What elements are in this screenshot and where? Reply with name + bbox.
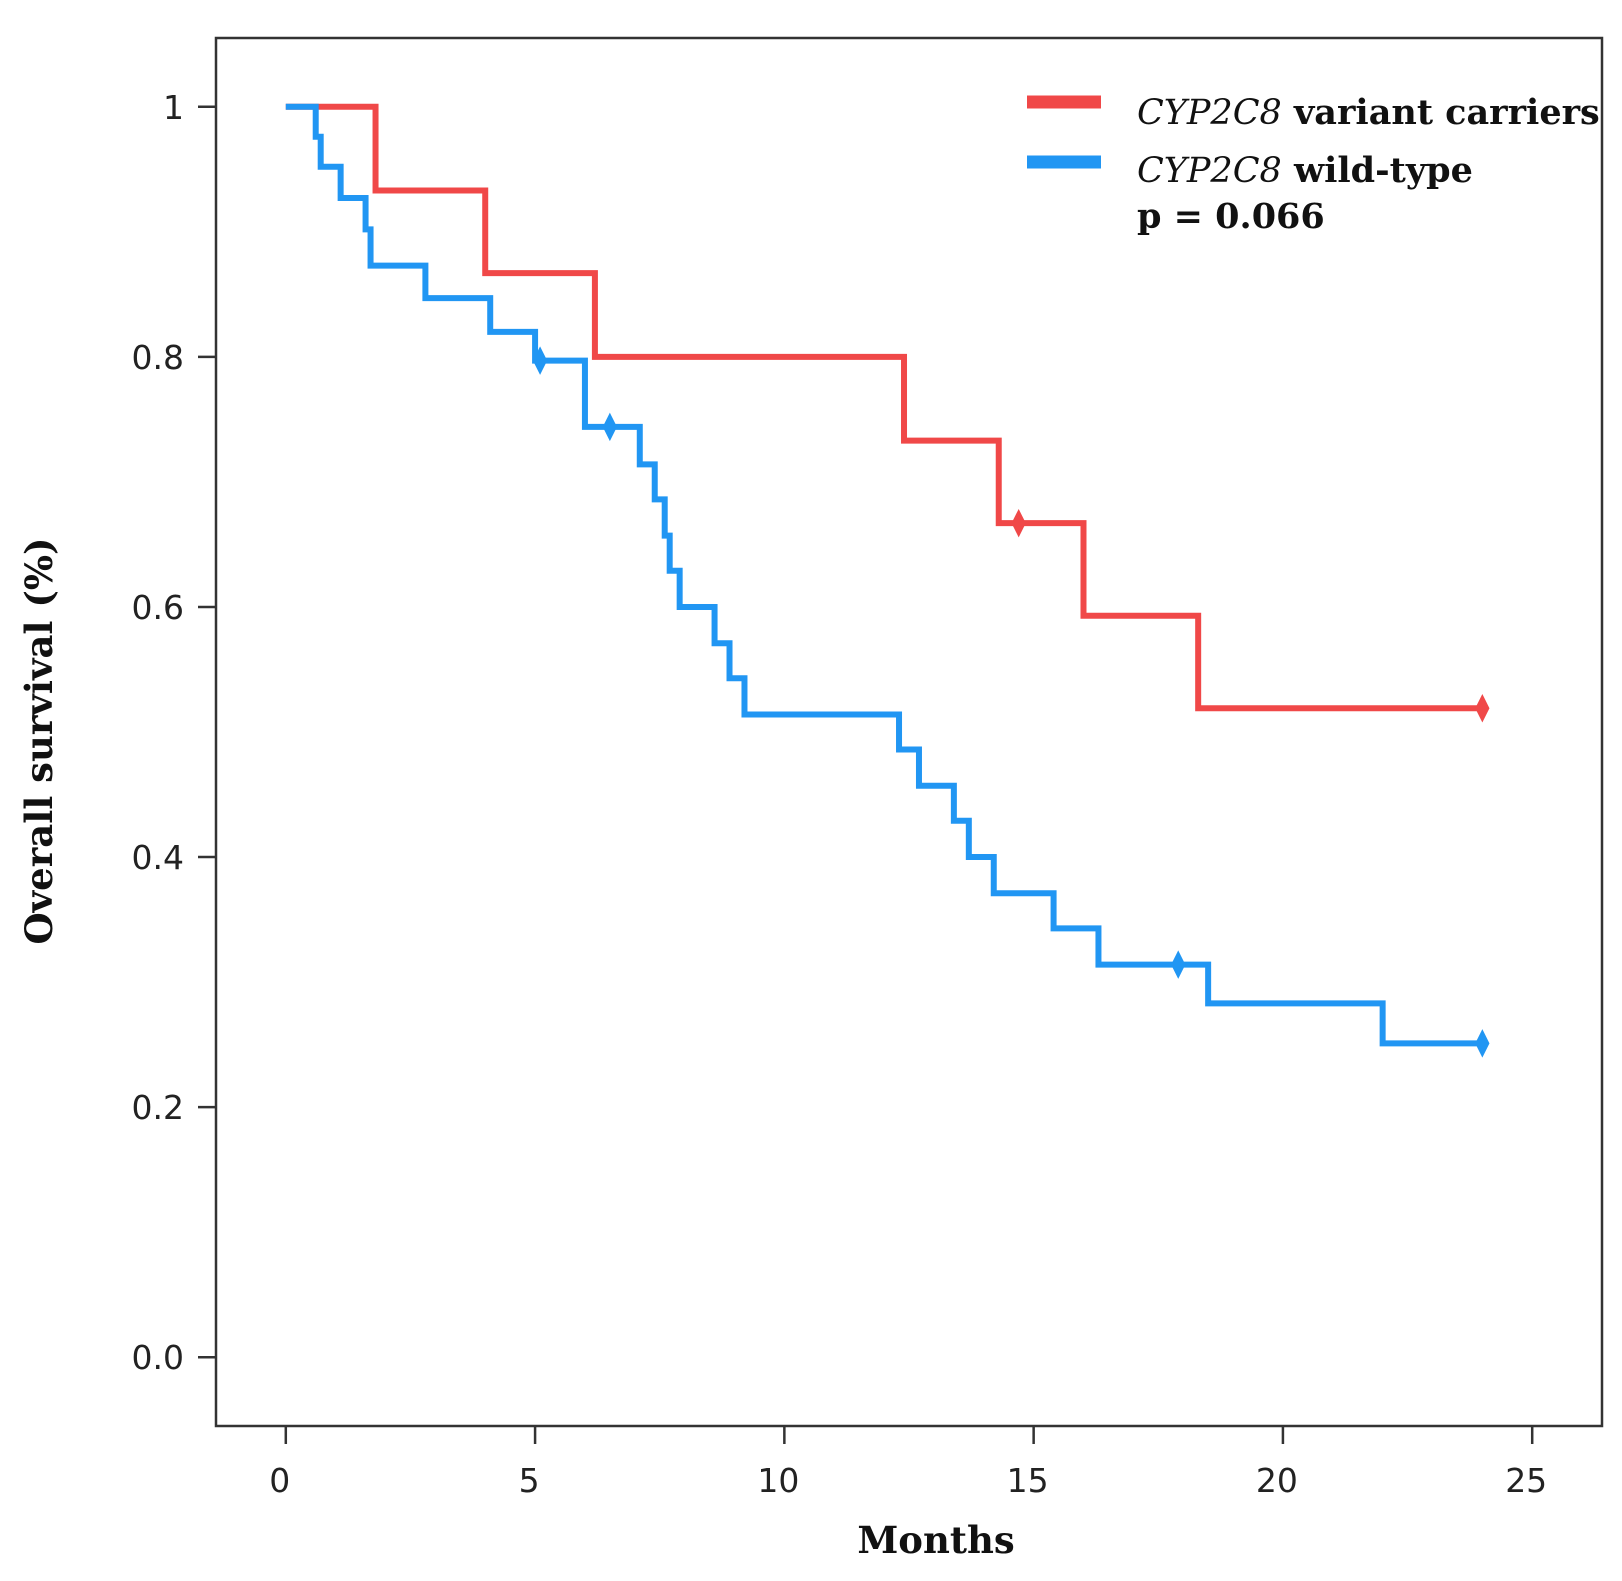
- y-axis: 0.0 0.2 0.4 0.6 0.8 1: [132, 88, 216, 1377]
- legend-label-variant: CYP2C8 variant carriers: [1137, 92, 1600, 133]
- x-tick-label: 25: [1505, 1461, 1547, 1500]
- x-tick-label: 15: [1007, 1461, 1049, 1500]
- censor-mark: [602, 412, 617, 442]
- x-tick-label: 5: [519, 1461, 540, 1500]
- plot-frame: [214, 36, 1604, 1428]
- y-tick-label: 0.0: [132, 1338, 184, 1377]
- censor-mark: [1171, 950, 1186, 979]
- y-axis-title: Overall survival (%): [17, 537, 61, 944]
- legend-desc-wildtype: wild-type: [1282, 150, 1473, 191]
- x-tick-label: 0: [269, 1461, 290, 1500]
- censor-mark: [1475, 1029, 1490, 1058]
- legend-gene-wildtype: CYP2C8: [1137, 151, 1282, 191]
- y-tick-label: 1: [163, 88, 184, 127]
- x-axis-title: Months: [857, 1518, 1014, 1562]
- censor-mark: [1011, 508, 1026, 538]
- legend: CYP2C8 variant carriers CYP2C8 wild-type…: [1027, 92, 1600, 237]
- x-axis: 0 5 10 15 20 25: [269, 1426, 1547, 1500]
- legend-gene-variant: CYP2C8: [1137, 93, 1282, 133]
- survival-curve-1: [285, 103, 1483, 1047]
- y-tick-label: 0.4: [132, 838, 184, 877]
- p-value-annotation: p = 0.066: [1137, 196, 1325, 237]
- survival-curve-0: [285, 103, 1483, 712]
- censor-mark: [1475, 694, 1490, 723]
- legend-desc-variant: variant carriers: [1282, 92, 1600, 133]
- legend-label-wildtype: CYP2C8 wild-type: [1137, 150, 1473, 191]
- series-layer: [285, 103, 1490, 1058]
- x-tick-label: 20: [1256, 1461, 1298, 1500]
- censor-mark: [532, 346, 548, 375]
- y-tick-label: 0.2: [132, 1088, 184, 1127]
- y-tick-label: 0.8: [132, 338, 184, 377]
- x-tick-label: 10: [757, 1461, 799, 1500]
- y-tick-label: 0.6: [132, 588, 184, 627]
